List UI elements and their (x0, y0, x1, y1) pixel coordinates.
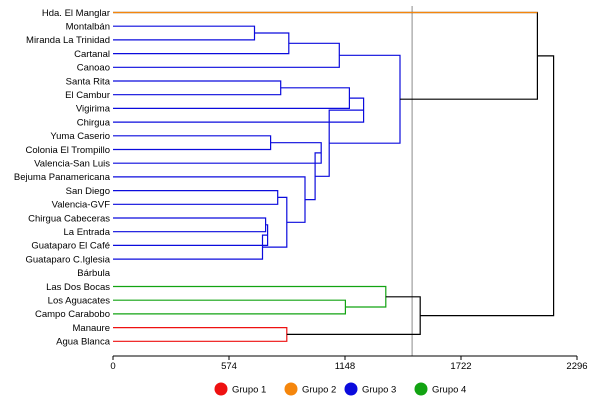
leaf-label: Bárbula (77, 268, 110, 279)
leaf-label: Cartanal (74, 49, 110, 60)
legend-label: Grupo 4 (432, 385, 466, 396)
dendrogram-link-m3 (113, 42, 340, 68)
dendrogram-link-m17 (329, 54, 401, 144)
legend-swatch (414, 382, 428, 396)
leaf-label: Yuma Caserio (50, 131, 110, 142)
leaf-label: Montalbán (66, 22, 110, 33)
dendrogram-link-m7 (113, 135, 272, 151)
leaf-label: Las Dos Bocas (46, 282, 110, 293)
dendrogram-link-m23 (420, 55, 555, 317)
leaf-label: Miranda La Trinidad (26, 35, 110, 46)
dendrogram-link-m4 (113, 80, 282, 96)
legend-swatch (344, 382, 358, 396)
leaf-label: Guataparo El Café (31, 241, 110, 252)
x-tick-label: 1148 (335, 361, 355, 372)
dendrogram-link-m2 (113, 32, 290, 55)
legend-label: Grupo 2 (302, 385, 336, 396)
leaf-label: Valencia-San Luis (34, 159, 110, 170)
legend-swatch (214, 382, 228, 396)
leaf-label: Valencia-GVF (52, 200, 111, 211)
legend-label: Grupo 1 (232, 385, 266, 396)
legend-label: Grupo 3 (362, 385, 396, 396)
leaf-label: Agua Blanca (56, 337, 111, 348)
dendrogram-link-m11 (113, 234, 268, 260)
dendrogram-link-m12 (113, 190, 279, 205)
leaf-label: Campo Carabobo (35, 309, 110, 320)
x-tick-label: 574 (221, 361, 237, 372)
dendrogram-link-m18 (113, 11, 538, 100)
leaf-label: Manaure (73, 323, 111, 334)
dendrogram-link-m14 (113, 176, 306, 223)
leaf-label: Vigirima (76, 104, 111, 115)
leaf-label: La Entrada (64, 227, 111, 238)
leaf-label: Guataparo C.Iglesia (26, 254, 111, 265)
dendrogram-link-m6 (113, 97, 365, 123)
leaf-label: Los Aguacates (48, 296, 111, 307)
legend-swatch (284, 382, 298, 396)
dendrogram-link-m1 (113, 25, 256, 41)
dendrogram-link-m22 (286, 296, 421, 335)
leaf-label: Bejuma Panamericana (14, 172, 111, 183)
leaf-label: Chirgua (77, 117, 111, 128)
dendrogram-link-m8 (113, 142, 322, 164)
leaf-label: Colonia El Trompillo (26, 145, 110, 156)
dendrogram-link-m21 (113, 327, 288, 342)
leaf-label: Chirgua Cabeceras (28, 213, 110, 224)
dendrogram-link-m5 (113, 87, 350, 109)
dendrogram-link-m10 (113, 224, 269, 246)
leaf-label: El Cambur (65, 90, 110, 101)
dendrogram-link-m9 (113, 217, 267, 233)
dendrogram-link-m19 (113, 299, 346, 315)
x-tick-label: 2296 (566, 361, 587, 372)
leaf-label: Hda. El Manglar (42, 8, 110, 19)
leaf-label: Canoao (77, 63, 110, 74)
leaf-label: Santa Rita (66, 76, 111, 87)
x-tick-label: 1722 (450, 361, 471, 372)
leaf-label: San Diego (66, 186, 110, 197)
x-tick-label: 0 (110, 361, 115, 372)
